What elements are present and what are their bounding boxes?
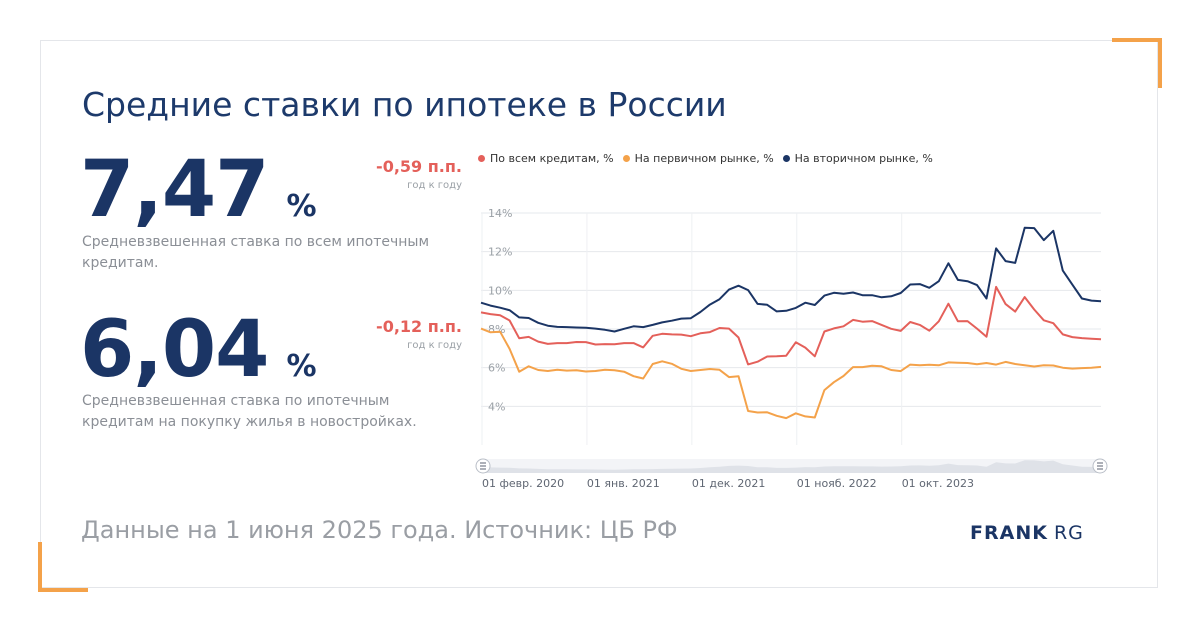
kpi-primary-market-delta-period: год к году — [407, 340, 462, 351]
corner-accent-bottom-left — [38, 542, 88, 592]
kpi-primary-market: 6,04% — [80, 305, 317, 395]
brand-logo: FRANK RG — [970, 522, 1084, 544]
series-line-all-loans — [480, 285, 1102, 366]
kpi-primary-market-delta: -0,12 п.п. год к году — [376, 317, 462, 351]
navigator-series-area — [481, 460, 1101, 473]
kpi-all-loans-description: Средневзвешенная ставка по всем ипотечны… — [82, 234, 429, 271]
legend-label-secondary-market: На вторичном рынке, % — [794, 152, 933, 165]
legend-label-all-loans: По всем кредитам, % — [490, 152, 614, 165]
brand-logo-light: RG — [1053, 522, 1084, 544]
navigator-handle-right[interactable] — [1092, 458, 1108, 474]
chart-legend: По всем кредитам, % На первичном рынке, … — [478, 152, 942, 165]
chart-series — [480, 226, 1102, 420]
chart-navigator[interactable] — [475, 458, 1108, 474]
kpi-all-loans-delta-value: -0,59 п.п. — [376, 157, 462, 176]
legend-item-primary-market[interactable]: На первичном рынке, % — [622, 152, 774, 165]
chart-grid: 4% 6% 8% 10% 12% 14% — [481, 207, 1101, 445]
y-tick-label: 10% — [488, 284, 512, 297]
legend-marker-primary-market — [622, 155, 630, 162]
kpi-all-loans-unit: % — [286, 189, 317, 224]
y-tick-label: 8% — [488, 323, 505, 336]
kpi-all-loans: 7,47% — [80, 145, 317, 235]
x-tick-label: 01 окт. 2023 — [902, 477, 974, 490]
series-line-primary-market — [480, 327, 1102, 420]
y-tick-label: 12% — [488, 246, 512, 259]
y-tick-label: 14% — [488, 207, 512, 220]
brand-logo-bold: FRANK — [970, 522, 1048, 544]
kpi-all-loans-value: 7,47 — [80, 145, 269, 235]
legend-item-all-loans[interactable]: По всем кредитам, % — [478, 152, 614, 165]
card-frame — [40, 40, 1158, 588]
legend-marker-all-loans — [478, 155, 485, 162]
x-tick-label: 01 дек. 2021 — [692, 477, 766, 490]
source-note: Данные на 1 июня 2025 года. Источник: ЦБ… — [81, 516, 678, 544]
y-tick-label: 6% — [488, 362, 505, 375]
legend-marker-secondary-market — [782, 155, 790, 162]
chart-x-axis: 01 февр. 2020 01 янв. 2021 01 дек. 2021 01 … — [482, 477, 974, 490]
kpi-all-loans-delta-period: год к году — [407, 180, 462, 191]
legend-label-primary-market: На первичном рынке, % — [634, 152, 774, 165]
x-tick-label: 01 янв. 2021 — [587, 477, 660, 490]
corner-accent-top-right — [1112, 38, 1162, 88]
kpi-primary-market-value: 6,04 — [80, 305, 269, 395]
navigator-handle-left[interactable] — [475, 458, 491, 474]
kpi-primary-market-description: Средневзвешенная ставка по ипотечным кре… — [82, 393, 417, 430]
rates-line-chart: 4% 6% 8% 10% 12% 14% 01 февр. 2020 01 янв. 202… — [475, 207, 1108, 490]
page-title: Средние ставки по ипотеке в России — [82, 85, 727, 124]
series-line-secondary-market — [480, 226, 1102, 333]
legend-item-secondary-market[interactable]: На вторичном рынке, % — [782, 152, 933, 165]
x-tick-label: 01 нояб. 2022 — [797, 477, 877, 490]
kpi-all-loans-delta: -0,59 п.п. год к году — [376, 157, 462, 191]
y-tick-label: 4% — [488, 400, 505, 413]
x-tick-label: 01 февр. 2020 — [482, 477, 564, 490]
kpi-primary-market-delta-value: -0,12 п.п. — [376, 317, 462, 336]
kpi-primary-market-unit: % — [286, 349, 317, 384]
